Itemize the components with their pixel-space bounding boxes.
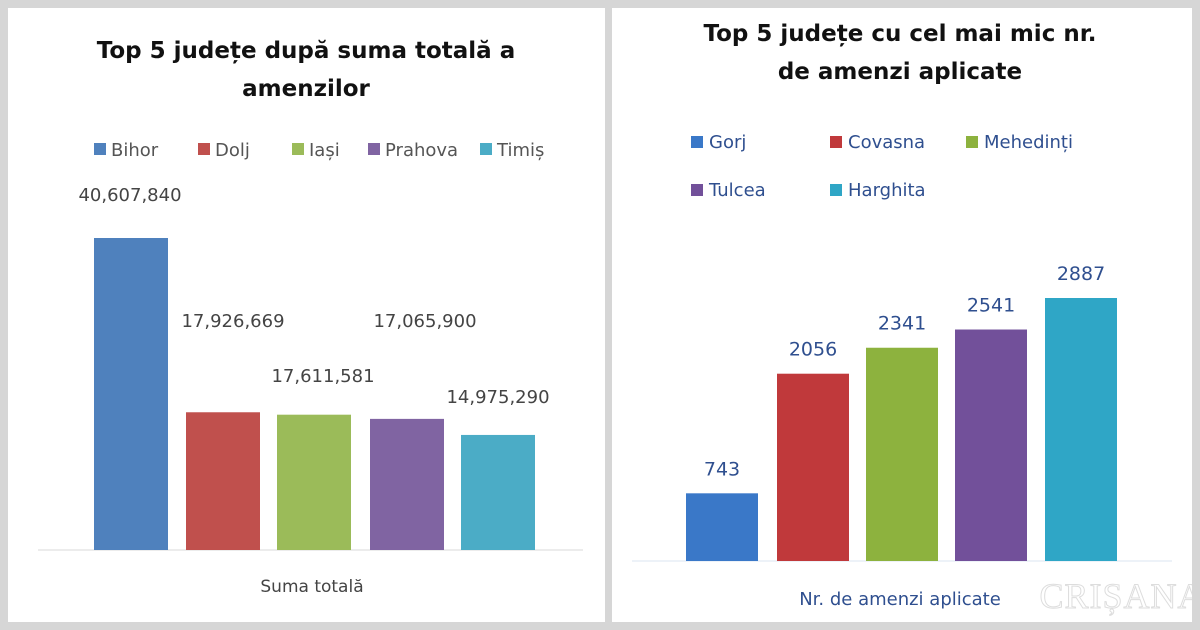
legend-label: Tulcea [708,180,766,201]
chart-panel-right: Top 5 județe cu cel mai mic nr. de amenzi… [612,8,1192,622]
bar-covasna [777,373,849,561]
data-label: 2056 [789,339,837,361]
data-label: 743 [704,458,740,480]
legend-swatch [368,143,380,155]
x-axis-label: Nr. de amenzi aplicate [799,589,1001,610]
data-label: 40,607,840 [78,185,181,206]
legend-label: Prahova [385,140,458,161]
legend-swatch [480,143,492,155]
chart-title: de amenzi aplicate [778,59,1022,85]
bar-gorj [686,493,758,561]
legend-label: Mehedinți [984,132,1073,153]
bar-mehedinți [866,347,938,561]
legend-swatch [691,184,703,196]
legend-swatch [292,143,304,155]
legend-swatch [198,143,210,155]
data-label: 2541 [967,295,1015,317]
bar-prahova [370,418,444,550]
legend-label: Dolj [215,140,250,161]
legend-swatch [966,136,978,148]
x-axis-label: Suma totală [260,577,363,597]
watermark-logo: CRIȘANA [1039,576,1192,616]
chart-title: amenzilor [242,76,370,102]
legend-label: Covasna [848,132,925,153]
bar-harghita [1045,298,1117,561]
legend-label: Timiș [496,140,544,161]
bar-timiș [461,434,535,550]
bar-iași [277,414,351,550]
chart-panel-left: Top 5 județe după suma totală a amenzilor… [8,8,605,622]
legend-label: Bihor [111,140,159,161]
legend-label: Iași [309,140,340,161]
data-label: 17,611,581 [271,366,374,387]
legend-swatch [94,143,106,155]
legend-label: Gorj [709,132,746,153]
legend-swatch [830,184,842,196]
bar-tulcea [955,329,1027,561]
chart-title: Top 5 județe după suma totală a [97,38,515,64]
data-label: 17,065,900 [373,311,476,332]
legend-swatch [830,136,842,148]
data-label: 17,926,669 [181,311,284,332]
data-label: 2887 [1057,263,1105,285]
data-label: 14,975,290 [446,387,549,408]
chart-total-amount: Top 5 județe după suma totală a amenzilor… [38,38,583,597]
data-label: 2341 [878,313,926,335]
legend-swatch [691,136,703,148]
chart-title: Top 5 județe cu cel mai mic nr. [703,21,1096,47]
bar-dolj [186,412,260,550]
bar-bihor [94,238,168,550]
legend-label: Harghita [848,180,926,201]
chart-fewest-fines: Top 5 județe cu cel mai mic nr. de amenzi… [632,21,1192,617]
